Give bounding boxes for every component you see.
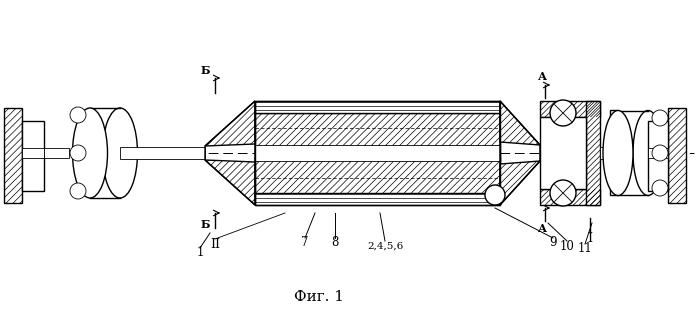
Text: 2,4,5,6: 2,4,5,6	[367, 242, 403, 250]
Text: Б: Б	[200, 220, 210, 230]
Circle shape	[550, 180, 576, 206]
Text: υ: υ	[376, 128, 384, 142]
Polygon shape	[500, 161, 540, 205]
Ellipse shape	[652, 145, 668, 161]
Text: 10: 10	[560, 239, 574, 253]
Polygon shape	[4, 108, 22, 203]
Text: 7: 7	[302, 236, 309, 249]
Polygon shape	[540, 189, 600, 205]
Text: А: А	[537, 224, 547, 234]
Text: II: II	[210, 239, 220, 252]
Ellipse shape	[70, 145, 86, 161]
Text: Фиг. 1: Фиг. 1	[294, 290, 344, 304]
Bar	[648, 148, 668, 158]
Circle shape	[485, 185, 505, 205]
Bar	[255, 145, 500, 161]
Text: А: А	[537, 72, 547, 82]
Polygon shape	[255, 101, 500, 113]
Bar	[255, 101, 500, 205]
Bar	[610, 110, 618, 195]
Ellipse shape	[103, 108, 138, 198]
Text: 9: 9	[549, 236, 557, 249]
Bar	[44, 148, 69, 158]
Polygon shape	[586, 101, 600, 205]
Ellipse shape	[70, 107, 86, 123]
Ellipse shape	[633, 110, 663, 196]
Polygon shape	[255, 157, 500, 197]
Polygon shape	[500, 101, 540, 145]
Ellipse shape	[652, 180, 668, 196]
Polygon shape	[540, 101, 600, 117]
Bar	[648, 121, 668, 191]
Polygon shape	[255, 193, 500, 205]
Polygon shape	[668, 108, 686, 203]
Bar	[22, 148, 44, 158]
Ellipse shape	[603, 110, 633, 196]
Polygon shape	[205, 101, 255, 146]
Bar	[600, 147, 610, 159]
Bar	[120, 147, 205, 159]
Polygon shape	[255, 113, 500, 161]
Ellipse shape	[70, 183, 86, 199]
Ellipse shape	[652, 110, 668, 126]
Polygon shape	[205, 160, 255, 205]
Text: 8: 8	[332, 236, 339, 249]
Text: I: I	[588, 231, 593, 244]
Text: 1: 1	[196, 247, 204, 259]
Bar	[540, 117, 586, 189]
Bar	[22, 121, 44, 191]
Text: 11: 11	[578, 243, 593, 256]
Ellipse shape	[73, 108, 107, 198]
Text: Б: Б	[200, 66, 210, 77]
Circle shape	[550, 100, 576, 126]
